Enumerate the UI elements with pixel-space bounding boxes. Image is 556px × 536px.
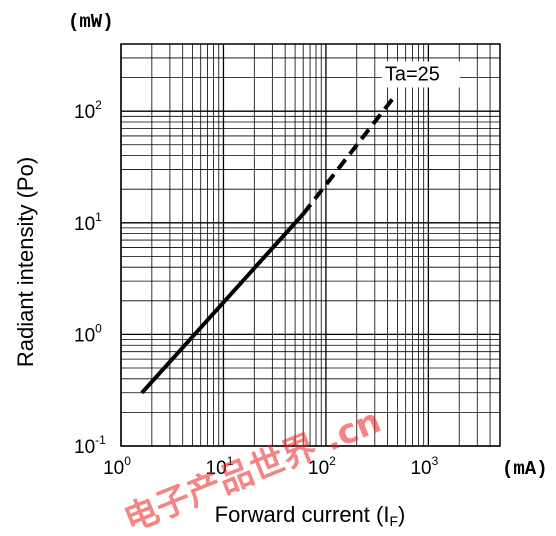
plot-frame — [120, 43, 501, 447]
y-tick-exponent: 2 — [95, 98, 102, 112]
y-tick-base: 10 — [74, 325, 95, 346]
y-tick-label: 101 — [74, 210, 102, 235]
annotation-background — [381, 61, 460, 88]
x-tick-exponent: 3 — [432, 454, 439, 468]
x-tick-base: 10 — [103, 458, 124, 479]
x-tick-label: 102 — [308, 454, 336, 479]
y-tick-label: 100 — [74, 321, 102, 346]
y-tick-base: 10 — [74, 102, 95, 123]
x-unit-label: (mA) — [502, 458, 548, 480]
grid — [120, 43, 501, 447]
x-tick-base: 10 — [308, 458, 329, 479]
series-line-dashed — [301, 97, 395, 216]
series-line-solid — [140, 212, 305, 395]
y-axis-label: Radiant intensity (Po) — [13, 157, 38, 367]
x-axis-label-end: ) — [398, 502, 405, 527]
x-tick-label: 103 — [410, 454, 438, 479]
series-annotation-ta25: Ta=25 — [385, 63, 440, 85]
y-tick-exponent: -1 — [95, 433, 106, 447]
x-tick-labels: 100 101 102 103 — [103, 454, 439, 479]
y-tick-base: 10 — [74, 437, 95, 458]
x-tick-label: 101 — [206, 454, 234, 479]
y-unit-label: (mW) — [68, 11, 114, 33]
x-tick-exponent: 0 — [124, 454, 131, 468]
x-axis-label: Forward current (IF) — [215, 502, 406, 529]
y-tick-label: 10-1 — [74, 433, 106, 458]
series-layer — [140, 97, 395, 395]
y-tick-base: 10 — [74, 214, 95, 235]
x-tick-exponent: 1 — [227, 454, 234, 468]
y-tick-label: 102 — [74, 98, 102, 123]
x-tick-exponent: 2 — [329, 454, 336, 468]
x-axis-label-subscript: F — [389, 513, 398, 529]
x-tick-base: 10 — [410, 458, 431, 479]
y-tick-exponent: 1 — [95, 210, 102, 224]
x-tick-base: 10 — [206, 458, 227, 479]
x-tick-label: 100 — [103, 454, 131, 479]
y-tick-exponent: 0 — [95, 321, 102, 335]
x-axis-label-main: Forward current (I — [215, 502, 390, 527]
